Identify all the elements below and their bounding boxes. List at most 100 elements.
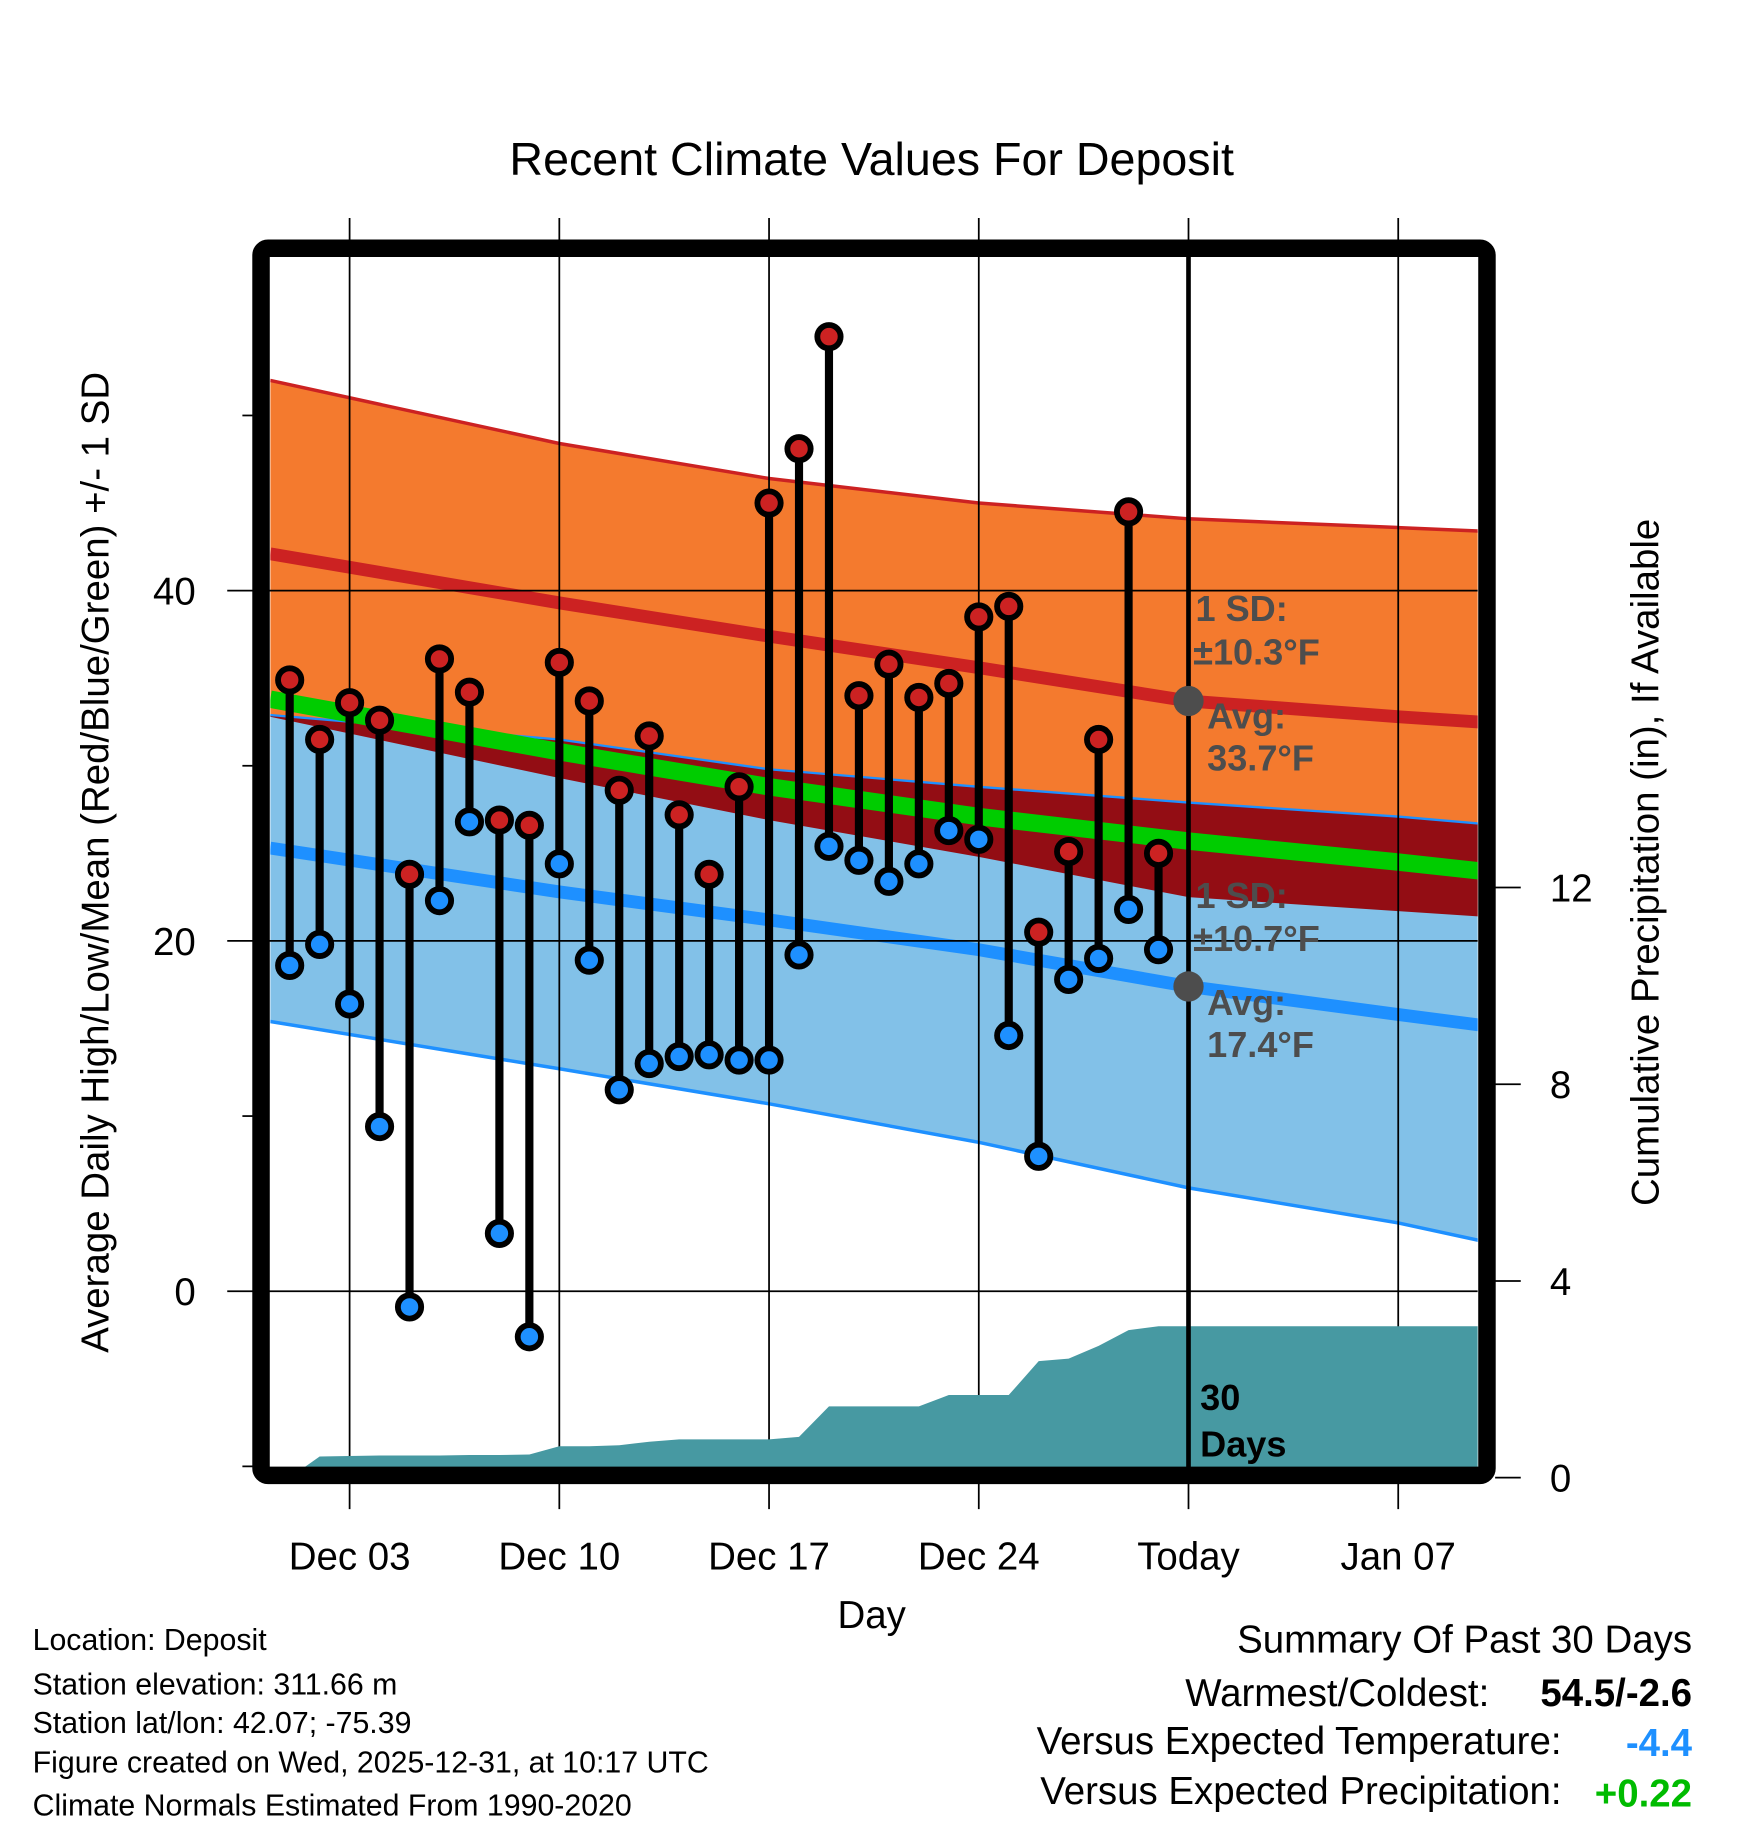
precip-vs-expected-value: +0.22 <box>1595 1772 1692 1815</box>
low-temp-point <box>424 886 455 916</box>
low-temp-point <box>544 849 574 879</box>
high-temp-point <box>1054 837 1084 867</box>
precip-vs-expected-label: Versus Expected Precipitation: <box>1040 1770 1561 1813</box>
warmest-value: 54.5/-2.6 <box>1540 1672 1692 1715</box>
high-temp-point <box>424 644 455 674</box>
high-temp-point <box>364 705 395 735</box>
high-temp-point <box>754 488 784 518</box>
low-temp-point <box>994 1020 1024 1051</box>
y-tick-label: 0 <box>174 1271 195 1314</box>
high-temp-point <box>904 682 934 713</box>
high-sd-value: ±10.3°F <box>1193 631 1320 672</box>
high-temp-point <box>305 724 335 755</box>
low-temp-point <box>754 1045 784 1075</box>
low-temp-point <box>844 845 874 875</box>
elevation-text: Station elevation: 311.66 m <box>33 1668 398 1701</box>
y-tick-label: 20 <box>153 921 196 964</box>
summary-title: Summary Of Past 30 Days <box>1237 1618 1692 1661</box>
high-temp-point <box>694 859 724 889</box>
low-temp-point <box>784 940 814 970</box>
latlon-text: Station lat/lon: 42.07; -75.39 <box>33 1707 412 1740</box>
high-temp-point <box>664 800 694 830</box>
y-right-tick-label: 4 <box>1550 1261 1571 1304</box>
high-temp-point <box>724 772 754 802</box>
x-tick-label: Jan 07 <box>1341 1536 1456 1579</box>
low-temp-point <box>1024 1141 1054 1171</box>
low-temp-point <box>934 816 964 846</box>
high-temp-point <box>964 602 994 632</box>
high-temp-point <box>574 686 604 716</box>
x-tick-label: Today <box>1137 1536 1240 1579</box>
x-tick-label: Dec 24 <box>918 1536 1040 1579</box>
high-temp-point <box>1024 917 1054 947</box>
high-temp-point <box>335 688 365 718</box>
low-temp-point <box>335 989 365 1019</box>
y-right-tick-label: 0 <box>1550 1458 1571 1501</box>
low-temp-point <box>364 1112 395 1142</box>
low-temp-point <box>394 1292 425 1322</box>
low-temp-point <box>305 929 335 959</box>
low-temp-point <box>964 824 994 854</box>
y-right-tick-label: 8 <box>1550 1064 1571 1107</box>
low-temp-point <box>694 1040 724 1070</box>
high-avg-label: Avg: <box>1207 695 1286 736</box>
low-temp-point <box>814 831 844 861</box>
high-temp-point <box>454 677 485 707</box>
low-temp-point <box>1054 964 1084 995</box>
low-temp-point <box>634 1048 664 1079</box>
low-temp-point <box>604 1075 634 1105</box>
high-temp-point <box>844 681 874 711</box>
high-temp-point <box>814 322 844 352</box>
x-tick-label: Dec 03 <box>289 1536 411 1579</box>
x-axis-label: Day <box>837 1594 906 1637</box>
low-temp-point <box>724 1045 754 1075</box>
high-temp-point <box>394 859 425 889</box>
low-avg-label: Avg: <box>1207 982 1286 1023</box>
y-axis-right-label: Cumulative Precipitation (in), If Availa… <box>1624 519 1667 1206</box>
low-temp-point <box>904 849 934 879</box>
low-temp-point <box>514 1322 544 1352</box>
high-temp-point <box>784 434 814 464</box>
high-temp-point <box>994 591 1024 621</box>
high-temp-point <box>484 805 514 835</box>
x-tick-label: Dec 10 <box>498 1536 620 1579</box>
plot-frame <box>252 239 1496 1485</box>
low-temp-point <box>1114 894 1144 924</box>
low-sd-value: ±10.7°F <box>1193 918 1320 959</box>
low-temp-point <box>484 1218 514 1248</box>
low-avg-marker <box>1173 971 1204 1002</box>
low-temp-point <box>275 950 305 981</box>
precip-area <box>302 1326 1478 1469</box>
y-right-tick-label: 12 <box>1550 868 1593 911</box>
high-temp-point <box>275 665 305 695</box>
high-temp-point <box>1114 497 1144 527</box>
high-sd-label: 1 SD: <box>1195 588 1287 629</box>
low-temp-point <box>664 1041 694 1072</box>
location-text: Location: Deposit <box>33 1624 268 1657</box>
warmest-label: Warmest/Coldest: <box>1185 1672 1489 1715</box>
high-temp-point <box>544 647 574 677</box>
days-label: Days <box>1200 1424 1286 1465</box>
created-text: Figure created on Wed, 2025-12-31, at 10… <box>33 1747 709 1780</box>
temp-vs-expected-value: -4.4 <box>1626 1722 1693 1765</box>
high-temp-point <box>514 810 544 840</box>
x-tick-label: Dec 17 <box>708 1536 830 1579</box>
y-axis-label: Average Daily High/Low/Mean (Red/Blue/Gr… <box>74 372 117 1353</box>
station-info: Location: Deposit Station elevation: 311… <box>33 1624 709 1822</box>
chart-title: Recent Climate Values For Deposit <box>509 133 1234 185</box>
high-temp-point <box>934 668 964 699</box>
days-label: 30 <box>1200 1377 1240 1418</box>
low-temp-point <box>1143 935 1174 965</box>
high-avg-marker <box>1173 685 1204 717</box>
summary-panel: Summary Of Past 30 Days Warmest/Coldest:… <box>1037 1618 1693 1815</box>
low-temp-point <box>874 866 904 896</box>
temp-vs-expected-label: Versus Expected Temperature: <box>1037 1720 1562 1763</box>
low-temp-point <box>454 807 485 837</box>
high-avg-value: 33.7°F <box>1207 737 1314 778</box>
high-temp-point <box>874 649 904 679</box>
low-temp-point <box>1084 943 1114 974</box>
normals-text: Climate Normals Estimated From 1990-2020 <box>33 1790 632 1823</box>
high-temp-point <box>604 775 634 805</box>
low-temp-point <box>574 945 604 975</box>
